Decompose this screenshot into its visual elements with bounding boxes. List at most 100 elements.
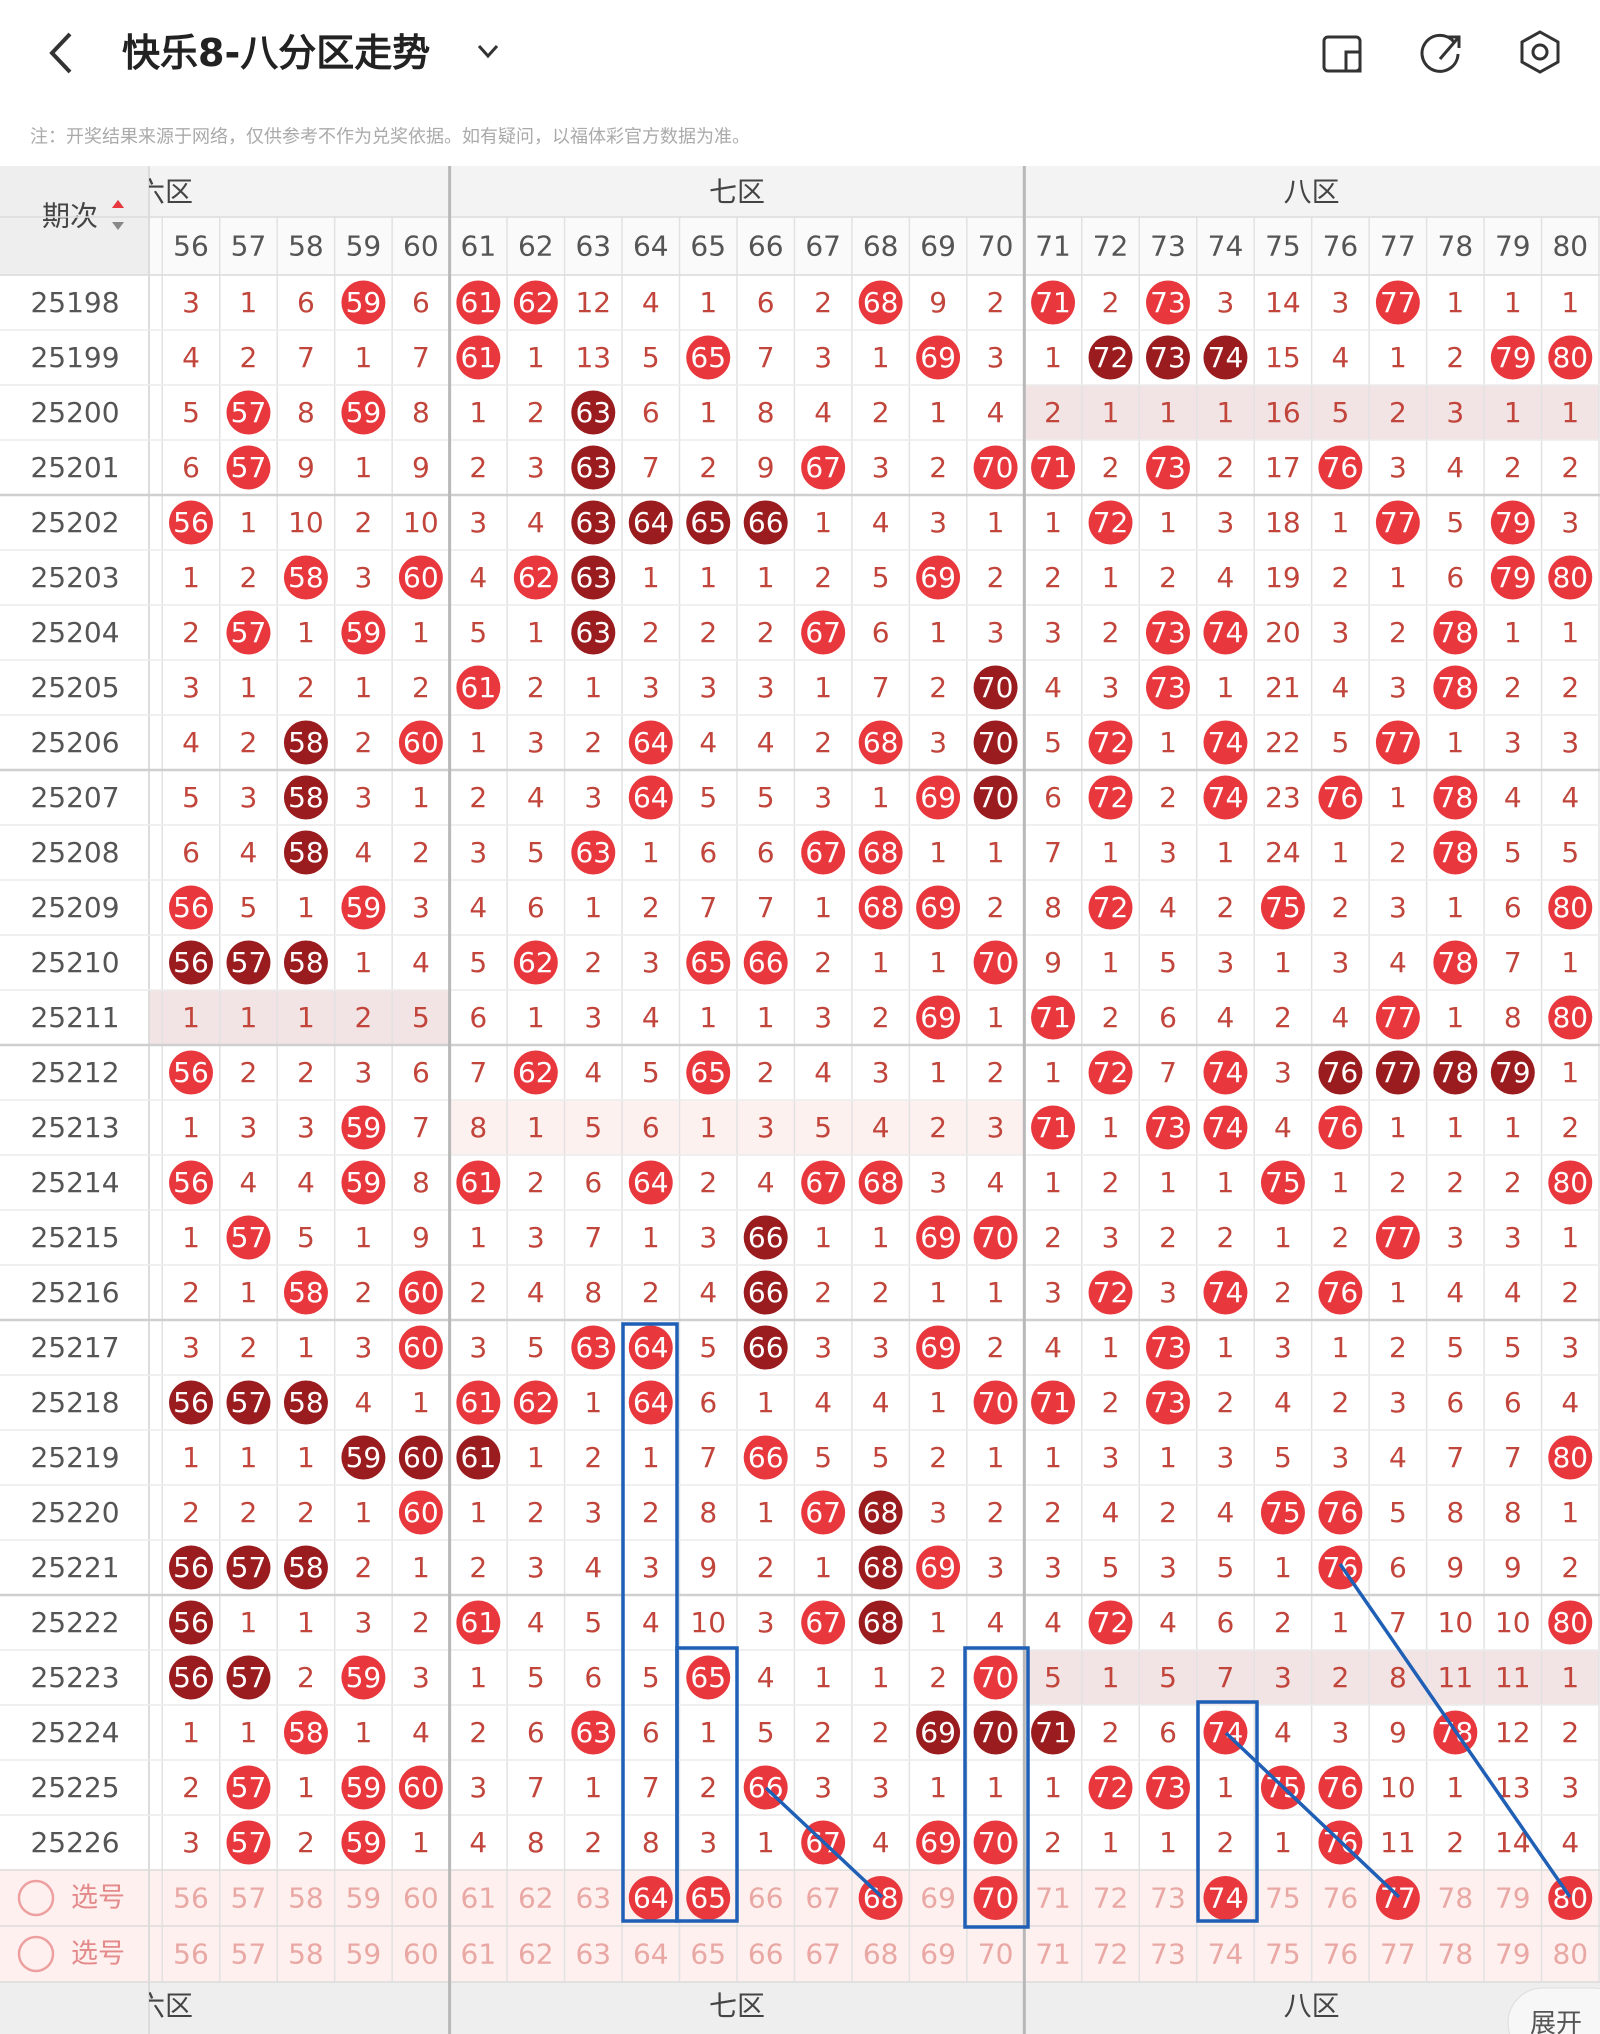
select-number[interactable]: 79	[1495, 1882, 1531, 1915]
miss-count: 2	[182, 616, 200, 649]
select-number[interactable]: 61	[461, 1938, 497, 1971]
miss-count: 1	[527, 341, 545, 374]
select-number[interactable]: 69	[920, 1938, 956, 1971]
select-number[interactable]: 61	[461, 1882, 497, 1915]
column-header: 57	[231, 230, 267, 263]
picked-ball[interactable]	[686, 1876, 731, 1920]
zone-label: 七区	[709, 176, 765, 209]
repeat-ball	[456, 1435, 501, 1480]
select-radio[interactable]	[17, 1935, 55, 1973]
select-number[interactable]: 67	[805, 1882, 841, 1915]
select-number[interactable]: 70	[978, 1938, 1014, 1971]
miss-count: 2	[1044, 1496, 1062, 1529]
select-number[interactable]: 77	[1380, 1938, 1416, 1971]
select-number[interactable]: 59	[346, 1938, 382, 1971]
hit-ball	[169, 500, 213, 545]
select-number[interactable]: 80	[1552, 1938, 1588, 1971]
select-number[interactable]: 58	[288, 1882, 324, 1915]
select-number[interactable]: 58	[288, 1938, 324, 1971]
select-number[interactable]: 76	[1323, 1882, 1359, 1915]
select-number[interactable]: 60	[403, 1882, 439, 1915]
miss-count: 3	[1389, 1386, 1407, 1419]
miss-count: 2	[297, 1056, 315, 1089]
select-number[interactable]: 62	[518, 1882, 554, 1915]
hit-ball	[1260, 885, 1305, 930]
period-label: 25204	[30, 616, 119, 649]
miss-count: 3	[642, 946, 660, 979]
picked-ball[interactable]	[1548, 1876, 1593, 1920]
miss-count: 2	[1044, 396, 1062, 429]
miss-count: 3	[929, 506, 947, 539]
select-number[interactable]: 78	[1438, 1882, 1474, 1915]
select-number[interactable]: 66	[748, 1882, 784, 1915]
miss-count: 1	[469, 726, 487, 759]
select-number[interactable]: 72	[1093, 1938, 1129, 1971]
select-number[interactable]: 73	[1150, 1938, 1186, 1971]
ball-number: 69	[920, 891, 956, 924]
select-number[interactable]: 57	[231, 1938, 267, 1971]
select-number[interactable]: 75	[1265, 1938, 1301, 1971]
hit-ball	[1203, 1105, 1248, 1150]
select-number[interactable]: 73	[1150, 1882, 1186, 1915]
select-number[interactable]: 79	[1495, 1938, 1531, 1971]
select-number[interactable]: 56	[173, 1938, 209, 1971]
repeat-ball	[743, 500, 788, 545]
miss-count: 4	[1274, 1386, 1292, 1419]
select-radio[interactable]	[17, 1879, 55, 1917]
ball-number: 61	[461, 671, 497, 704]
select-number[interactable]: 59	[346, 1882, 382, 1915]
select-number[interactable]: 60	[403, 1938, 439, 1971]
miss-count: 4	[1274, 1111, 1292, 1144]
miss-count: 3	[354, 1606, 372, 1639]
picked-ball[interactable]	[628, 1876, 673, 1920]
select-number[interactable]: 57	[231, 1882, 267, 1915]
select-number[interactable]: 78	[1438, 1938, 1474, 1971]
select-number[interactable]: 75	[1265, 1882, 1301, 1915]
ball-number: 65	[690, 1661, 726, 1694]
hit-ball	[1088, 1270, 1133, 1315]
period-label: 25217	[30, 1331, 119, 1364]
select-number[interactable]: 74	[1208, 1938, 1244, 1971]
title-dropdown[interactable]	[477, 44, 499, 59]
select-number[interactable]: 63	[575, 1882, 611, 1915]
hit-ball	[1375, 500, 1420, 545]
ball-number: 59	[346, 396, 382, 429]
picked-ball[interactable]	[973, 1876, 1018, 1920]
select-number[interactable]: 72	[1093, 1882, 1129, 1915]
select-number[interactable]: 62	[518, 1938, 554, 1971]
select-number[interactable]: 56	[173, 1882, 209, 1915]
hit-ball	[1145, 1325, 1190, 1370]
select-number[interactable]: 65	[690, 1938, 726, 1971]
select-number[interactable]: 63	[575, 1938, 611, 1971]
layout-icon[interactable]	[1322, 35, 1362, 73]
miss-count: 1	[1217, 1166, 1235, 1199]
share-icon[interactable]	[1420, 33, 1461, 73]
miss-count: 2	[1102, 616, 1120, 649]
select-number[interactable]: 67	[805, 1938, 841, 1971]
miss-count: 2	[872, 1716, 890, 1749]
miss-count: 1	[929, 616, 947, 649]
select-number[interactable]: 68	[863, 1938, 899, 1971]
miss-count: 4	[699, 726, 717, 759]
select-number[interactable]: 66	[748, 1938, 784, 1971]
select-number[interactable]: 76	[1323, 1938, 1359, 1971]
select-number[interactable]: 71	[1035, 1938, 1071, 1971]
expand-button[interactable]	[1507, 1987, 1600, 2034]
hit-ball	[341, 1765, 386, 1810]
miss-count: 1	[929, 1606, 947, 1639]
picked-ball[interactable]	[1203, 1876, 1248, 1920]
miss-count: 1	[1389, 1276, 1407, 1309]
back-button[interactable]	[49, 32, 72, 74]
select-number[interactable]: 69	[920, 1882, 956, 1915]
miss-count: 1	[1217, 1331, 1235, 1364]
ball-number: 67	[805, 1496, 841, 1529]
miss-count: 1	[987, 1441, 1005, 1474]
miss-count: 7	[757, 341, 775, 374]
miss-count: 6	[527, 1716, 545, 1749]
settings-icon[interactable]	[1520, 30, 1560, 74]
select-label: 选号	[71, 1939, 125, 1970]
miss-count: 4	[527, 781, 545, 814]
hit-ball	[456, 1160, 501, 1205]
select-number[interactable]: 64	[633, 1938, 669, 1971]
select-number[interactable]: 71	[1035, 1882, 1071, 1915]
